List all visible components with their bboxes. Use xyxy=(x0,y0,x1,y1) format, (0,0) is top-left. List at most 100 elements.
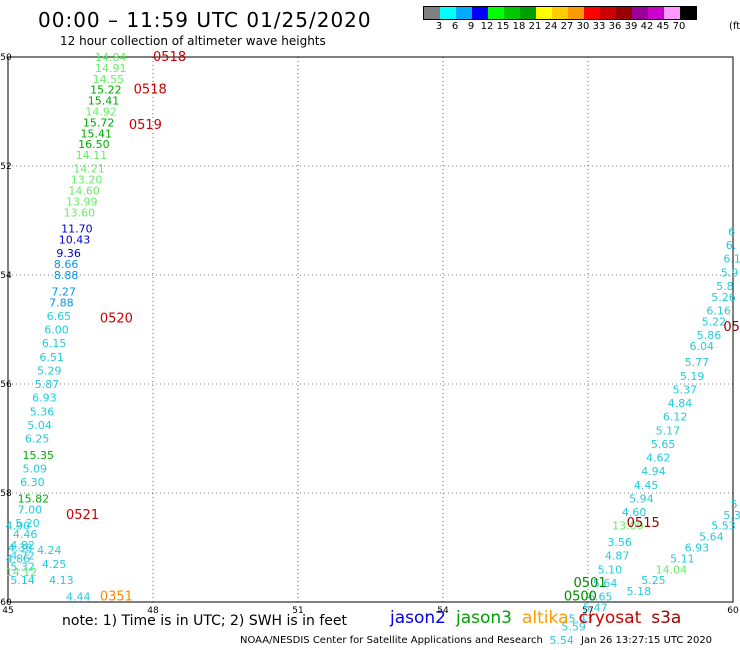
wave-height-point: 5.43 xyxy=(569,612,594,625)
legend-label: 3 xyxy=(435,21,443,32)
wave-height-point: 6.04 xyxy=(690,340,715,353)
legend-label: 9 xyxy=(467,21,475,32)
legend-label: 24 xyxy=(544,21,558,32)
chart-title: 00:00 – 11:59 UTC 01/25/2020 xyxy=(38,8,372,32)
wave-height-point: 4.25 xyxy=(42,558,66,571)
legend-label: 30 xyxy=(576,21,590,32)
legend-label: 39 xyxy=(624,21,638,32)
axis-ticks: 45 48 51 54 57 60 -50 -52 -54 -56 -58 -60 xyxy=(0,53,739,616)
wave-height-point: 4.72 xyxy=(10,550,35,563)
wave-height-point: 5.14 xyxy=(10,574,35,587)
wave-height-point: 11.70 xyxy=(61,223,93,236)
wave-height-point: 4.24 xyxy=(37,544,62,557)
satellite-name: jason3 xyxy=(456,608,512,628)
wave-height-point: 6.00 xyxy=(44,324,69,337)
wave-height-point: 15.41 xyxy=(81,127,113,140)
y-tick-label: -50 xyxy=(0,53,12,63)
units-note: note: 1) Time is in UTC; 2) SWH is in fe… xyxy=(62,613,348,629)
wave-height-point: 5.20 xyxy=(15,517,40,530)
x-tick-label: 54 xyxy=(437,606,449,616)
pass-time-label: 0501 xyxy=(574,576,607,591)
legend-swatch xyxy=(424,7,440,19)
wave-height-point: 14.60 xyxy=(68,185,100,198)
wave-height-point: 5.37 xyxy=(673,383,698,396)
wave-height-point: 7.27 xyxy=(52,285,77,298)
legend-label: 33 xyxy=(592,21,606,32)
legend-swatches xyxy=(423,6,697,20)
legend-swatch xyxy=(440,7,456,19)
plot-grid xyxy=(7,56,734,603)
legend-swatch xyxy=(456,7,472,19)
chart-subtitle: 12 hour collection of altimeter wave hei… xyxy=(60,34,326,48)
wave-height-point: 15.82 xyxy=(18,492,49,505)
wave-height-point: 5.04 xyxy=(27,419,52,432)
wave-height-point: 5.64 xyxy=(699,531,724,544)
wave-height-point: 5.18 xyxy=(627,585,652,598)
legend-label: 6 xyxy=(451,21,459,32)
wave-height-point: 7.00 xyxy=(18,503,42,516)
wave-height-point: 5 xyxy=(731,498,738,511)
wave-height-point: 6. xyxy=(726,239,737,252)
data-points: 14.8414.9114.5515.2215.4114.9215.7215.41… xyxy=(6,51,740,647)
wave-height-point: 14.84 xyxy=(95,51,127,64)
wave-height-point: 4.60 xyxy=(622,506,647,519)
satellite-legend: jason2 jason3 altika cryosat s3a xyxy=(390,608,691,628)
x-tick-label: 45 xyxy=(2,606,13,616)
legend-label: 18 xyxy=(512,21,526,32)
wave-height-point: 5.87 xyxy=(35,378,60,391)
wave-height-point: 6 xyxy=(728,225,735,238)
wave-height-point: 9.36 xyxy=(56,247,80,260)
pass-time-label: 0515 xyxy=(627,516,660,531)
wave-height-point: 6.65 xyxy=(588,591,613,604)
legend-swatch xyxy=(504,7,520,19)
wave-height-point: 14.04 xyxy=(656,563,688,576)
wave-height-point: 4.94 xyxy=(641,465,666,478)
legend-label: 36 xyxy=(608,21,622,32)
legend-label: 15 xyxy=(496,21,510,32)
wave-height-point: 15.35 xyxy=(23,449,55,462)
wave-height-point: 6.93 xyxy=(685,542,710,555)
wave-height-point: 14.11 xyxy=(76,149,108,162)
wave-height-point: 4.84 xyxy=(668,397,693,410)
legend-swatch xyxy=(648,7,664,19)
legend-unit: (ft) xyxy=(729,21,740,32)
y-tick-label: -52 xyxy=(0,162,12,172)
wave-height-point: 4.86 xyxy=(6,552,31,565)
wave-height-point: 8.66 xyxy=(54,258,79,271)
legend-label: 12 xyxy=(480,21,494,32)
wave-height-point: 6.65 xyxy=(47,310,72,323)
satellite-name: jason2 xyxy=(390,608,446,628)
wave-height-point: 5.65 xyxy=(651,438,676,451)
wave-height-point: 5.19 xyxy=(680,370,705,383)
wave-height-point: 5.29 xyxy=(37,364,62,377)
wave-height-point: 5.25 xyxy=(641,574,666,587)
legend-label: 70 xyxy=(672,21,686,32)
wave-height-point: 5.3 xyxy=(723,509,740,522)
wave-height-point: 7.88 xyxy=(49,296,73,309)
legend-swatch xyxy=(600,7,616,19)
pass-time-label: 05 xyxy=(723,320,740,335)
wave-height-point: 14.55 xyxy=(93,73,125,86)
wave-height-point: 4.62 xyxy=(646,452,671,465)
wave-height-point: 5.10 xyxy=(598,563,623,576)
legend-swatch xyxy=(552,7,568,19)
pass-time-label: 0518 xyxy=(134,83,167,98)
wave-height-point: 6.12 xyxy=(663,411,688,424)
legend-label: 21 xyxy=(528,21,542,32)
wave-height-point: 6.93 xyxy=(32,392,57,405)
wave-height-point: 4.87 xyxy=(605,550,630,563)
footer-credit: NOAA/NESDIS Center for Satellite Applica… xyxy=(240,635,543,646)
wave-height-point: 5.77 xyxy=(685,356,710,369)
legend-swatch xyxy=(616,7,632,19)
wave-height-point: 15.72 xyxy=(83,116,115,129)
y-tick-label: -54 xyxy=(0,271,12,281)
legend-swatch xyxy=(584,7,600,19)
wave-height-point: 5.8 xyxy=(716,280,734,293)
wave-height-point: 8.88 xyxy=(54,269,79,282)
pass-time-label: 0521 xyxy=(66,508,99,523)
wave-height-point: 3.56 xyxy=(607,536,632,549)
wave-height-point: 5.54 xyxy=(549,634,574,647)
wave-height-point: 13.20 xyxy=(71,174,103,187)
